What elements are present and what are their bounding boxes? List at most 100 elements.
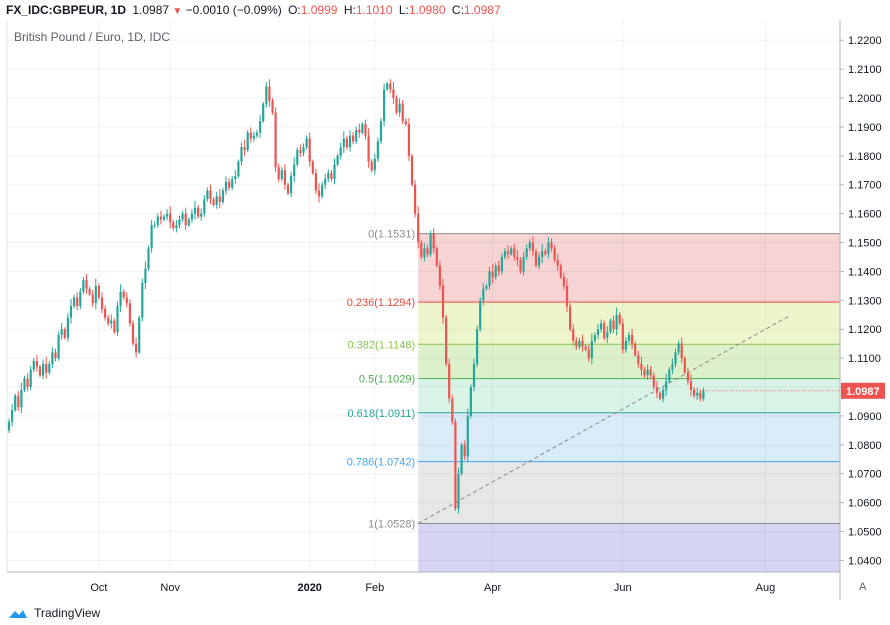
candle-body	[66, 317, 69, 338]
candle-body	[438, 265, 441, 286]
candle-body	[547, 242, 550, 255]
candle-body	[60, 329, 63, 336]
candle-body	[76, 297, 79, 307]
candle-body	[376, 141, 379, 159]
candle-body	[100, 297, 104, 310]
high-label: H:	[343, 3, 356, 17]
candle-body	[45, 363, 48, 373]
footer: TradingView	[0, 601, 890, 625]
candle-body	[228, 181, 231, 188]
candle-body	[293, 164, 296, 177]
candle-body	[94, 285, 97, 304]
candle-body	[606, 332, 609, 338]
candle-body	[113, 320, 116, 333]
candle-body	[262, 103, 265, 122]
open-label: O:	[288, 3, 301, 17]
candle-body	[463, 444, 466, 457]
candle-body	[432, 233, 435, 249]
candle-body	[156, 216, 159, 226]
tradingview-logo-icon[interactable]	[8, 608, 28, 620]
candle-body	[550, 242, 553, 249]
time-tick-label: Apr	[484, 582, 501, 594]
candle-body	[445, 317, 448, 364]
price-tick-label: 1.1500	[848, 238, 882, 250]
candle-body	[671, 363, 674, 370]
candle-body	[336, 155, 339, 165]
candle-body	[286, 184, 290, 194]
candle-body	[63, 329, 66, 338]
brand-name[interactable]: TradingView	[34, 606, 101, 620]
price-tick-label: 1.0700	[848, 469, 882, 481]
candle-body	[441, 285, 445, 318]
candle-body	[7, 421, 11, 431]
price-tick-label: 1.1800	[848, 151, 882, 163]
candle-body	[280, 170, 283, 179]
candle-body	[513, 248, 516, 257]
time-axis[interactable]: Oct Nov 2020 Feb Apr Jun Aug	[90, 582, 775, 594]
candle-body	[612, 320, 615, 330]
candle-body	[38, 366, 42, 376]
candle-body	[29, 369, 32, 388]
fibonacci-retracement[interactable]	[418, 233, 840, 572]
candle-body	[534, 251, 538, 266]
candle-body	[358, 129, 361, 133]
candle-body	[565, 285, 569, 307]
fib-zone	[418, 523, 840, 572]
price-tick-label: 1.1100	[848, 353, 881, 365]
candle-body	[696, 392, 699, 396]
candle-body	[689, 381, 693, 390]
candle-body	[125, 297, 128, 304]
chart-header: FX_IDC:GBPEUR, 1D 1.0987 ▼ −0.0010 (−0.0…	[0, 0, 890, 20]
candle-body	[277, 167, 280, 179]
candle-body	[631, 335, 634, 344]
trendline[interactable]	[417, 314, 840, 524]
price-tick-label: 1.1600	[848, 209, 882, 221]
candle-body	[265, 86, 268, 104]
candle-body	[516, 256, 519, 260]
candle-body	[85, 280, 88, 289]
candle-body	[634, 343, 637, 356]
candle-body	[169, 213, 172, 223]
chart-canvas[interactable]: 0(1.1531) 0.236(1.1294) 0.382(1.1148) 0.5(1…	[0, 20, 890, 600]
candle-body	[655, 387, 658, 393]
candle-body	[200, 213, 203, 217]
candle-body	[209, 190, 212, 200]
candle-body	[476, 329, 479, 364]
auto-scale-button[interactable]: A	[859, 581, 867, 593]
candle-body	[364, 124, 367, 136]
candle-body	[69, 306, 73, 318]
price-tick-label: 1.2000	[848, 93, 882, 105]
candle-body	[593, 335, 596, 341]
candle-body	[104, 309, 107, 318]
candle-body	[404, 121, 407, 125]
candle-body	[423, 248, 426, 257]
candle-body	[383, 89, 386, 122]
candle-body	[497, 265, 500, 272]
high-value: 1.1010	[355, 3, 393, 17]
candle-body	[699, 392, 702, 399]
candle-body	[203, 199, 206, 214]
candle-body	[386, 83, 389, 90]
price-change: −0.0010 (−0.09%)	[185, 3, 282, 17]
candle-body	[407, 124, 410, 156]
candle-body	[178, 219, 181, 226]
candle-body	[668, 369, 671, 382]
symbol-label[interactable]: FX_IDC:GBPEUR, 1D	[6, 3, 127, 17]
candle-body	[259, 121, 262, 133]
candle-body	[131, 323, 135, 344]
candle-body	[507, 251, 510, 255]
candle-body	[11, 410, 14, 422]
candle-body	[538, 256, 541, 266]
candle-body	[503, 251, 507, 257]
candle-body	[426, 248, 429, 255]
candle-body	[221, 190, 224, 203]
candle-body	[609, 320, 612, 333]
price-axis[interactable]: 1.2200 1.2100 1.2000 1.1900 1.1800 1.1700 1.16…	[840, 35, 882, 567]
candle-body	[159, 216, 162, 220]
candle-body	[553, 248, 556, 260]
time-tick-label: Oct	[90, 582, 107, 594]
svg-text:1.0987: 1.0987	[846, 386, 880, 398]
close-value: 1.0987	[463, 3, 501, 17]
fibonacci-labels: 0(1.1531) 0.236(1.1294) 0.382(1.1148) 0.5(1…	[347, 229, 416, 531]
candle-body	[144, 268, 147, 283]
